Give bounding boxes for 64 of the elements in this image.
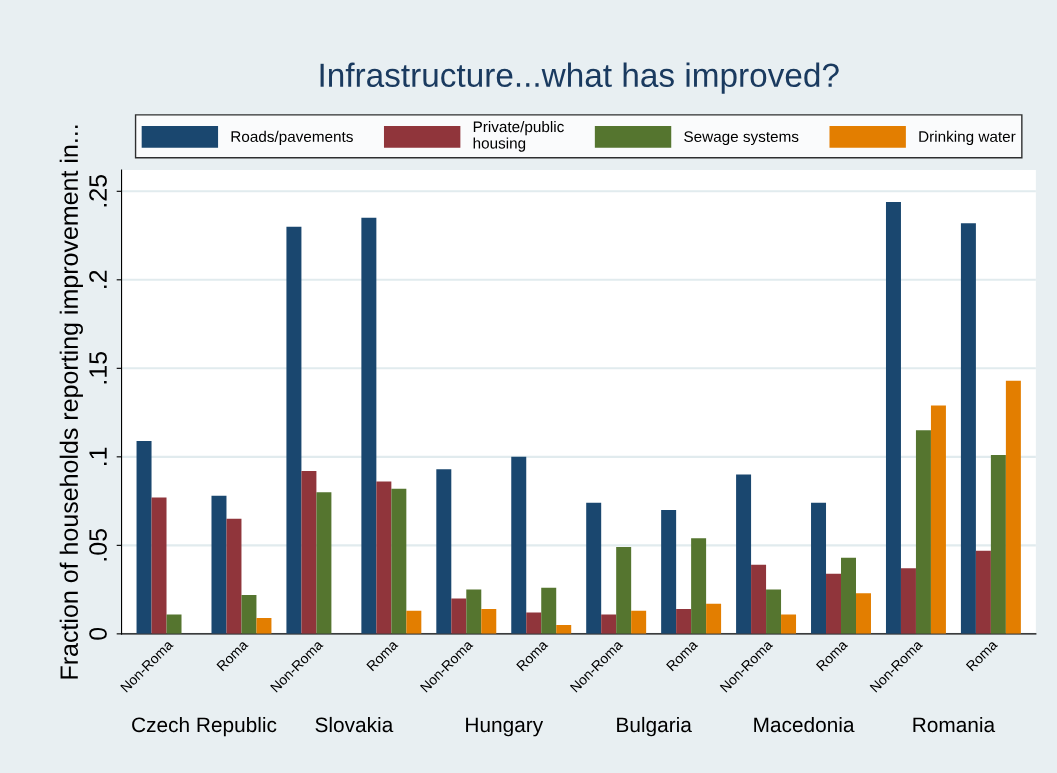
bar xyxy=(361,217,377,634)
bar xyxy=(376,481,392,634)
text: Macedonia xyxy=(754,716,855,733)
bar xyxy=(691,538,707,634)
bar xyxy=(526,612,542,634)
bar xyxy=(661,509,677,634)
bar xyxy=(391,488,407,634)
bar xyxy=(436,469,452,634)
bar xyxy=(286,226,302,634)
bar xyxy=(226,518,242,634)
y-tick-label: .1 xyxy=(89,447,107,465)
bar xyxy=(960,223,976,634)
bar xyxy=(616,547,632,634)
text: Slovakia xyxy=(315,716,394,733)
bar xyxy=(601,614,617,634)
y-tick-label: .25 xyxy=(89,174,107,207)
y-tick-label: 0 xyxy=(89,627,107,640)
y-tick-label: .15 xyxy=(89,352,107,384)
text: Romania xyxy=(913,716,996,733)
bar xyxy=(511,456,527,634)
bar xyxy=(541,587,557,634)
legend-label: Drinking water xyxy=(919,130,1016,146)
bar xyxy=(900,568,916,634)
bar xyxy=(301,471,317,634)
bar xyxy=(136,440,152,634)
bar xyxy=(766,589,782,634)
bar xyxy=(706,603,722,634)
bar xyxy=(631,610,647,634)
bar xyxy=(466,589,482,634)
bar xyxy=(676,609,692,634)
legend-label: Sewage systems xyxy=(684,131,799,146)
bar xyxy=(406,610,422,634)
bar xyxy=(930,405,946,634)
bar xyxy=(811,502,827,634)
y-axis-title: Fraction of households reporting improvement in... xyxy=(59,125,83,679)
bar xyxy=(241,594,257,634)
bar xyxy=(166,614,182,634)
bar xyxy=(751,564,767,634)
y-tick-label: .2 xyxy=(89,270,107,288)
text: Czech Republic xyxy=(132,716,277,737)
text: Bulgaria xyxy=(617,716,692,737)
legend-label: Private/public housing xyxy=(473,120,564,152)
chart-title: Infrastructure...what has improved? xyxy=(320,62,839,94)
bar xyxy=(975,550,991,634)
bar xyxy=(1005,380,1021,634)
bar xyxy=(556,625,572,634)
bar xyxy=(990,455,1006,634)
y-tick-label: .05 xyxy=(89,529,107,561)
bar xyxy=(841,557,856,634)
bar xyxy=(826,573,842,634)
bar xyxy=(211,495,227,634)
bar xyxy=(915,430,931,634)
bar xyxy=(885,201,901,634)
bar xyxy=(316,492,332,634)
bar xyxy=(481,609,497,634)
bar xyxy=(256,617,272,634)
text: Hungary xyxy=(466,717,544,737)
bar xyxy=(151,497,167,634)
bar xyxy=(781,614,797,634)
bar xyxy=(451,598,467,634)
bar xyxy=(856,593,871,634)
legend-label: Roads/pavements xyxy=(231,130,353,146)
bar xyxy=(586,502,602,634)
bar xyxy=(736,474,752,634)
